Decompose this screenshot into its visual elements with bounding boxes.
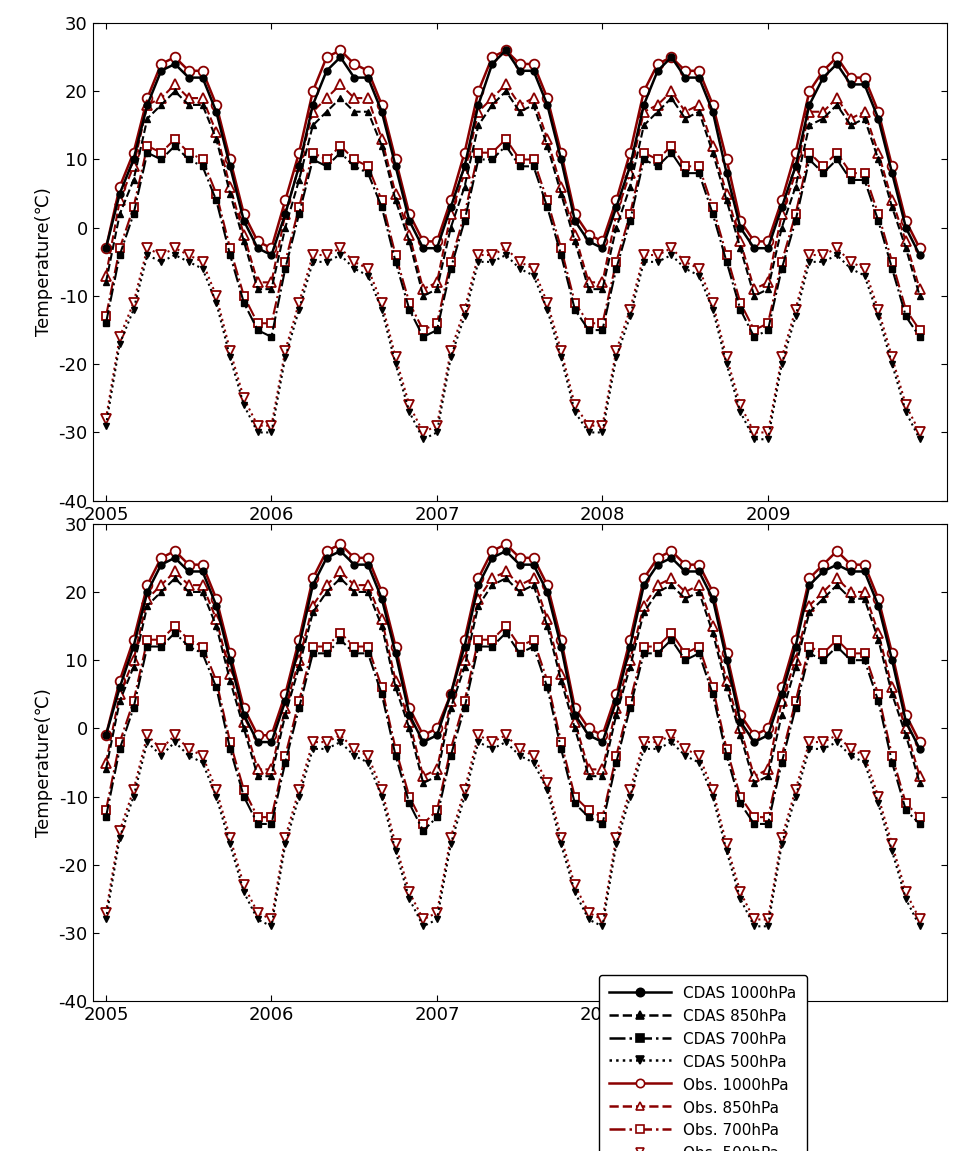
Y-axis label: Temperature(℃): Temperature(℃)	[35, 688, 53, 837]
Y-axis label: Temperature(℃): Temperature(℃)	[35, 188, 53, 336]
Legend: CDAS 1000hPa, CDAS 850hPa, CDAS 700hPa, CDAS 500hPa, Obs. 1000hPa, Obs. 850hPa, : CDAS 1000hPa, CDAS 850hPa, CDAS 700hPa, …	[598, 975, 807, 1151]
